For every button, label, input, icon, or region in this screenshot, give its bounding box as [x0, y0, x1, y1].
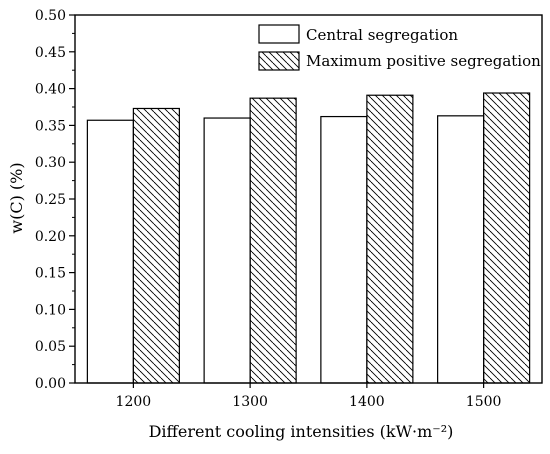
bar-maximum-1400 [366, 94, 414, 384]
y-tick-label: 0.45 [35, 45, 66, 61]
bar-central-1400 [320, 115, 368, 384]
x-tick-label: 1200 [116, 394, 152, 410]
x-axis-title: Different cooling intensities (kW·m⁻²) [149, 422, 454, 441]
y-tick-label: 0.00 [35, 376, 66, 392]
y-tick-label: 0.10 [35, 302, 66, 318]
y-axis-title: w(C) (%) [7, 162, 26, 233]
y-tick-label: 0.50 [35, 8, 66, 24]
bar-maximum-1200 [132, 107, 180, 384]
y-tick-label: 0.40 [35, 82, 66, 98]
y-tick-label: 0.15 [35, 266, 66, 282]
bars-layer [86, 92, 531, 384]
bar-maximum-1300 [249, 97, 297, 384]
y-tick-label: 0.20 [35, 229, 66, 245]
x-tick-label: 1500 [466, 394, 502, 410]
x-tick-label: 1400 [349, 394, 385, 410]
axes-layer: 1200 1300 1400 1500 0.00 0.05 0.10 0.15 0.20 0.25… [35, 8, 543, 410]
legend: Central segregation Maximum positive seg… [258, 24, 541, 71]
bar-central-1300 [203, 117, 251, 384]
bar-central-1200 [86, 119, 134, 384]
y-tick-label: 0.30 [35, 155, 66, 171]
legend-label-central: Central segregation [306, 26, 458, 44]
y-tick-label: 0.25 [35, 192, 66, 208]
y-tick-label: 0.35 [35, 118, 66, 134]
y-tick-label: 0.05 [35, 339, 66, 355]
legend-swatch-maximum [258, 51, 300, 71]
legend-label-maximum: Maximum positive segregation [306, 52, 541, 70]
bar-central-1500 [437, 115, 485, 384]
legend-swatch-central [258, 24, 300, 44]
bar-maximum-1500 [483, 92, 531, 384]
x-tick-label: 1300 [232, 394, 268, 410]
